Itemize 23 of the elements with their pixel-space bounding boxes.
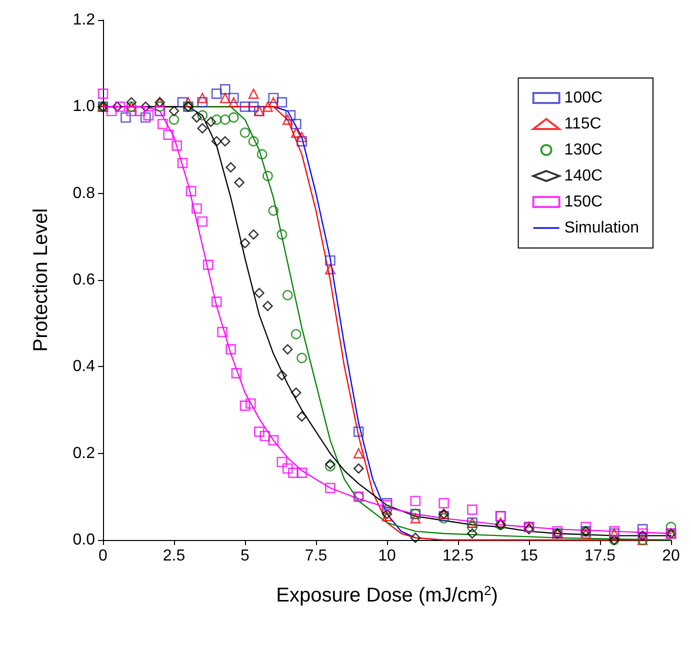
y-tick-label: 0.0 — [72, 532, 96, 548]
x-tick-label: 7.5 — [304, 548, 328, 564]
y-tick-label: 0.4 — [72, 358, 96, 376]
x-tick-label: 5 — [240, 548, 250, 564]
legend-label: 130C — [564, 142, 603, 158]
legend-label: Simulation — [564, 220, 639, 236]
x-tick-label: 10 — [378, 548, 396, 564]
x-tick-label: 2.5 — [162, 548, 186, 564]
x-tick-label: 12.5 — [442, 548, 474, 564]
y-tick-label: 0.2 — [72, 444, 96, 462]
legend-label: 140C — [564, 168, 603, 184]
x-tick-label: 0 — [98, 548, 108, 564]
y-tick-label: 0.8 — [72, 184, 96, 202]
y-tick-label: 1.2 — [72, 12, 96, 28]
legend-label: 150C — [564, 194, 603, 210]
legend-label: 115C — [564, 116, 602, 132]
y-tick-label: 0.6 — [72, 272, 96, 288]
y-tick-label: 1.0 — [72, 98, 96, 116]
legend-label: 100C — [564, 90, 603, 106]
x-tick-label: 20 — [662, 548, 680, 564]
y-axis-title: Protection Level — [30, 208, 52, 352]
x-tick-label: 17.5 — [584, 548, 616, 564]
x-tick-label: 15 — [520, 548, 538, 564]
